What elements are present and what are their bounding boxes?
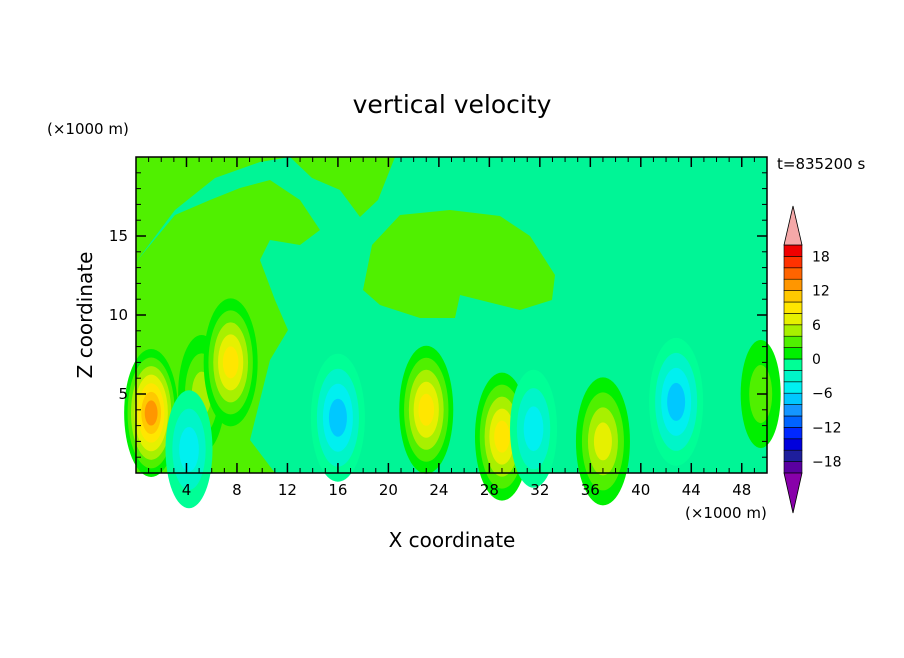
colorbar-segment [783,358,803,371]
colorbar-label: 12 [812,284,830,300]
velocity-contour [593,422,612,461]
x-tick-label: 28 [480,481,499,499]
x-tick-label: 44 [682,481,701,499]
colorbar-segment [783,370,803,383]
colorbar-segment [783,415,803,428]
colorbar-segment [783,244,803,257]
colorbar-segment [783,461,803,474]
x-tick-label: 20 [379,481,398,499]
x-tick-label: 12 [278,481,297,499]
velocity-cell [649,337,704,466]
colorbar-label: −18 [812,455,842,471]
colorbar-segment [783,313,803,326]
colorbar-label: −6 [812,386,833,402]
colorbar-segment [783,381,803,394]
colorbar-label: 0 [812,352,821,368]
colorbar: 18 12 6 0 −6 −12 −18 [783,205,842,514]
x-tick-label: 8 [232,481,242,499]
y-tick-label: 15 [109,227,128,245]
velocity-cell [310,353,365,482]
x-axis: 4 8 12 16 20 24 28 32 36 40 44 48 [148,157,768,499]
y-tick-label: 5 [118,385,128,403]
velocity-cell [165,390,213,509]
velocity-cell [399,345,454,474]
velocity-contour [667,382,686,421]
velocity-contour [222,346,239,379]
colorbar-segment [783,256,803,269]
colorbar-label: 18 [812,249,830,265]
velocity-cell [510,369,558,488]
colorbar-segment [783,335,803,348]
x-tick-label: 4 [182,481,192,499]
colorbar-segment [783,427,803,440]
colorbar-over-arrow [783,205,803,246]
y-axis-label: Z coordinate [73,252,97,379]
chart-title: vertical velocity [353,90,552,119]
x-tick-label: 48 [732,481,751,499]
colorbar-label: −12 [812,420,842,436]
x-tick-label: 16 [328,481,347,499]
x-unit-label: (×1000 m) [685,504,767,522]
colorbar-label: 6 [812,318,821,334]
colorbar-segment [783,290,803,303]
x-tick-label: 36 [581,481,600,499]
velocity-cell [203,298,258,427]
velocity-contour [494,420,510,453]
time-label: t=835200 s [777,155,865,173]
colorbar-segment [783,392,803,405]
velocity-field [124,157,781,509]
velocity-contour [144,400,158,426]
x-tick-label: 40 [631,481,650,499]
y-axis: 5 10 15 [109,172,767,458]
x-axis-label: X coordinate [389,528,516,552]
colorbar-segment [783,449,803,462]
colorbar-segment [783,301,803,314]
upper-positive-region [136,157,555,318]
velocity-contour [418,393,435,426]
colorbar-segment [783,267,803,280]
colorbar-segment [783,278,803,291]
plot-area [124,156,781,509]
y-tick-label: 10 [109,306,128,324]
velocity-contour [328,398,347,437]
colorbar-segment [783,324,803,337]
colorbar-segment [783,347,803,360]
velocity-contour [523,406,544,452]
colorbar-segment [783,438,803,451]
velocity-cell [124,348,179,477]
y-unit-label: (×1000 m) [47,120,129,138]
colorbar-under-arrow [783,472,803,514]
x-tick-label: 24 [429,481,448,499]
velocity-contour [179,426,199,472]
colorbar-segment [783,404,803,417]
x-tick-label: 32 [530,481,549,499]
